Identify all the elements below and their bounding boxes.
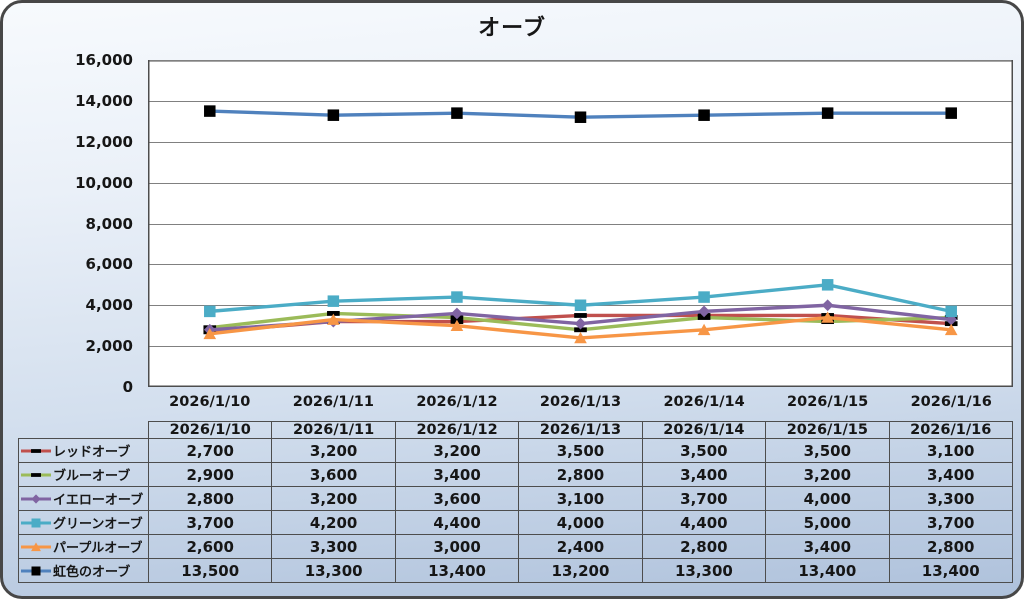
series-name: ブルーオーブ [53, 469, 131, 484]
value-cell: 4,400 [641, 510, 767, 535]
legend-cell: レッドオーブ [18, 438, 149, 463]
series-name: グリーンオーブ [53, 517, 143, 532]
legend-cell: パープルオーブ [18, 534, 149, 559]
table-date-header: 2026/1/13 [518, 421, 643, 439]
value-cell: 2,800 [888, 534, 1013, 559]
table-date-header: 2026/1/16 [888, 421, 1013, 439]
value-cell: 3,400 [394, 462, 520, 487]
value-cell: 2,800 [147, 486, 273, 511]
legend-key-icon [21, 448, 51, 453]
table-date-header: 2026/1/12 [394, 421, 520, 439]
value-cell: 3,400 [765, 534, 890, 559]
value-cell: 2,600 [147, 534, 273, 559]
value-cell: 3,600 [271, 462, 396, 487]
legend-key-icon [21, 493, 51, 504]
value-cell: 3,200 [765, 462, 890, 487]
x-tick-label: 2026/1/14 [663, 394, 745, 410]
y-tick-label: 14,000 [75, 91, 133, 110]
x-tick-label: 2026/1/16 [910, 394, 992, 410]
table-row: 虹色のオーブ 13,500 13,300 13,400 13,200 13,300 13,4… [18, 558, 1013, 583]
value-cell: 2,400 [518, 534, 643, 559]
value-cell: 2,900 [147, 462, 273, 487]
y-tick-label: 0 [122, 378, 133, 396]
value-cell: 3,700 [147, 510, 273, 535]
value-cell: 13,400 [765, 558, 890, 583]
line-chart-svg [148, 60, 1013, 387]
series-name: イエローオーブ [53, 493, 144, 508]
table-row: レッドオーブ 2,700 3,200 3,200 3,500 3,500 3,500 3,10… [18, 438, 1013, 463]
table-header-row: 2026/1/10 2026/1/11 2026/1/12 2026/1/13 2026… [19, 421, 1013, 439]
value-cell: 13,300 [641, 558, 767, 583]
table-date-header: 2026/1/11 [271, 421, 396, 439]
table-date-header: 2026/1/10 [147, 421, 273, 439]
table-row: グリーンオーブ 3,700 4,200 4,400 4,000 4,400 5,000 3,7… [18, 510, 1013, 535]
value-cell: 3,400 [888, 462, 1013, 487]
table-date-header: 2026/1/14 [641, 421, 767, 439]
x-tick-label: 2026/1/13 [539, 394, 622, 410]
value-cell: 3,200 [271, 486, 396, 511]
table-row: ブルーオーブ 2,900 3,600 3,400 2,800 3,400 3,200 3,40… [18, 462, 1013, 487]
value-cell: 3,600 [394, 486, 520, 511]
value-cell: 3,500 [641, 438, 767, 463]
legend-key-icon [21, 566, 51, 575]
plot-area [148, 60, 1013, 387]
value-cell: 3,700 [888, 510, 1013, 535]
legend-key-icon [21, 518, 51, 527]
data-table: 2026/1/10 2026/1/11 2026/1/12 2026/1/13 2026… [18, 421, 1013, 583]
value-cell: 4,400 [394, 510, 520, 535]
y-tick-label: 2,000 [85, 337, 133, 356]
y-tick-label: 8,000 [85, 214, 133, 233]
value-cell: 5,000 [765, 510, 890, 535]
series-name: パープルオーブ [53, 541, 143, 556]
value-cell: 4,000 [765, 486, 890, 511]
value-cell: 3,100 [518, 486, 643, 511]
value-cell: 3,700 [641, 486, 767, 511]
value-cell: 2,800 [641, 534, 767, 559]
value-cell: 2,800 [518, 462, 643, 487]
value-cell: 3,300 [271, 534, 396, 559]
y-tick-label: 10,000 [75, 173, 133, 192]
value-cell: 3,500 [518, 438, 643, 463]
value-cell: 13,500 [147, 558, 273, 583]
value-cell: 13,200 [518, 558, 643, 583]
x-tick-label: 2026/1/11 [292, 394, 374, 410]
x-tick-label: 2026/1/10 [169, 394, 251, 410]
legend-cell: グリーンオーブ [18, 510, 149, 535]
legend-cell: ブルーオーブ [18, 462, 149, 487]
legend-cell: 虹色のオーブ [18, 558, 149, 583]
value-cell: 3,100 [888, 438, 1013, 463]
value-cell: 13,400 [394, 558, 520, 583]
table-date-header: 2026/1/15 [765, 421, 890, 439]
series-name: レッドオーブ [53, 445, 131, 460]
value-cell: 3,300 [888, 486, 1013, 511]
legend-key-icon [21, 472, 51, 477]
series-name: 虹色のオーブ [53, 565, 131, 580]
table-corner-spacer [19, 422, 149, 439]
y-tick-label: 12,000 [75, 132, 133, 151]
legend-cell: イエローオーブ [18, 486, 149, 511]
y-tick-label: 4,000 [85, 296, 133, 315]
value-cell: 3,500 [765, 438, 890, 463]
value-cell: 3,000 [394, 534, 520, 559]
x-tick-label: 2026/1/15 [787, 394, 869, 410]
y-tick-label: 6,000 [85, 255, 133, 274]
value-cell: 13,300 [271, 558, 396, 583]
value-cell: 2,700 [147, 438, 273, 463]
value-cell: 3,200 [394, 438, 520, 463]
value-cell: 13,400 [888, 558, 1013, 583]
x-tick-label: 2026/1/12 [416, 394, 498, 410]
table-row: イエローオーブ 2,800 3,200 3,600 3,100 3,700 4,000 3,3… [18, 486, 1013, 511]
value-cell: 4,000 [518, 510, 643, 535]
chart-title: オーブ [478, 16, 546, 41]
value-cell: 4,200 [271, 510, 396, 535]
table-row: パープルオーブ 2,600 3,300 3,000 2,400 2,800 3,400 2,8… [18, 534, 1013, 559]
legend-key-icon [21, 541, 51, 551]
value-cell: 3,400 [641, 462, 767, 487]
value-cell: 3,200 [271, 438, 396, 463]
y-tick-label: 16,000 [75, 51, 133, 69]
